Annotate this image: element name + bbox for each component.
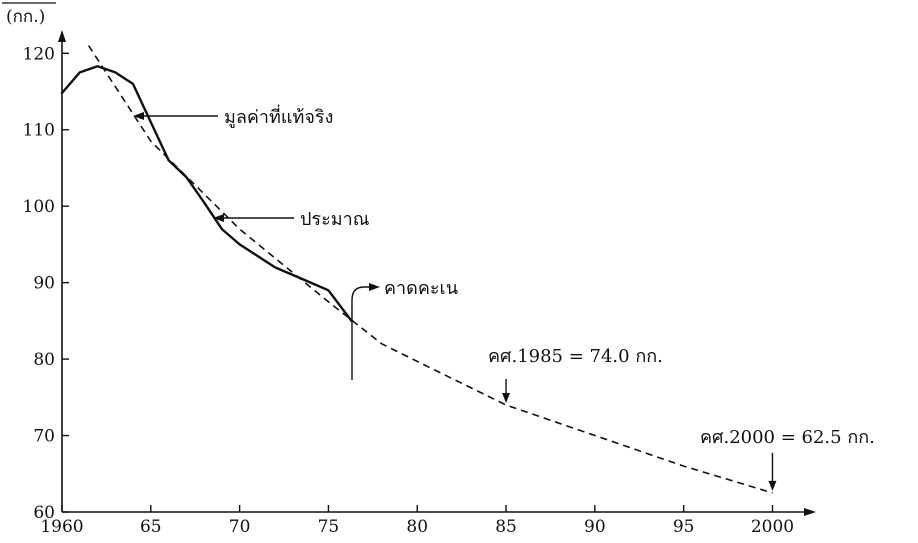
x-tick-label: 85 (495, 517, 517, 537)
y-axis-arrowhead (58, 30, 66, 42)
x-tick-label: 2000 (751, 517, 794, 537)
annotation-1985: คศ.1985 = 74.0 กก. (488, 346, 663, 403)
annotation-estimate-label: ประมาณ (300, 209, 369, 230)
series-layer (60, 45, 773, 494)
y-tick-label: 110 (23, 121, 55, 141)
annotation-forecast-label: คาดคะเน (384, 278, 458, 299)
x-axis-arrowhead (804, 508, 816, 516)
y-tick-label: 70 (33, 427, 55, 447)
annotation-estimate: ประมาณ (213, 209, 369, 230)
x-tick-label: 65 (140, 517, 162, 537)
annotation-forecast: คาดคะเน (351, 278, 458, 380)
annotation-2000: คศ.2000 = 62.5 กก. (700, 427, 875, 491)
annotation-actual-label: มูลค่าที่แท้จริง (224, 104, 333, 128)
y-tick-label: 120 (23, 44, 55, 64)
annotation-2000-label: คศ.2000 = 62.5 กก. (700, 427, 875, 448)
annotation-forecast-bracket (351, 286, 372, 380)
annotation-actual-arrowhead (133, 112, 144, 120)
y-tick-label: 60 (33, 503, 55, 523)
y-tick-label: 80 (33, 350, 55, 370)
x-tick-label: 1960 (40, 517, 83, 537)
annotation-2000-arrowhead (768, 480, 777, 491)
y-tick-label: 90 (33, 274, 55, 294)
x-tick-label: 95 (673, 517, 695, 537)
tick-group: 1960 65 70 75 80 85 90 95 2000 60 70 80 90 100 110 120 (23, 44, 795, 537)
y-axis-label: (กก.) (6, 7, 45, 27)
y-tick-label: 100 (23, 197, 55, 217)
x-tick-label: 90 (584, 517, 606, 537)
series-line-actual (60, 65, 353, 323)
x-tick-label: 80 (406, 517, 428, 537)
annotation-actual: มูลค่าที่แท้จริง (133, 104, 333, 128)
annotation-1985-label: คศ.1985 = 74.0 กก. (488, 346, 663, 367)
series-line-estimate (87, 45, 773, 494)
annotation-estimate-arrowhead (213, 214, 224, 222)
x-tick-label: 70 (229, 517, 251, 537)
x-tick-label: 75 (318, 517, 340, 537)
annotation-forecast-arrowhead (369, 283, 380, 291)
annotation-1985-arrowhead (502, 392, 511, 403)
